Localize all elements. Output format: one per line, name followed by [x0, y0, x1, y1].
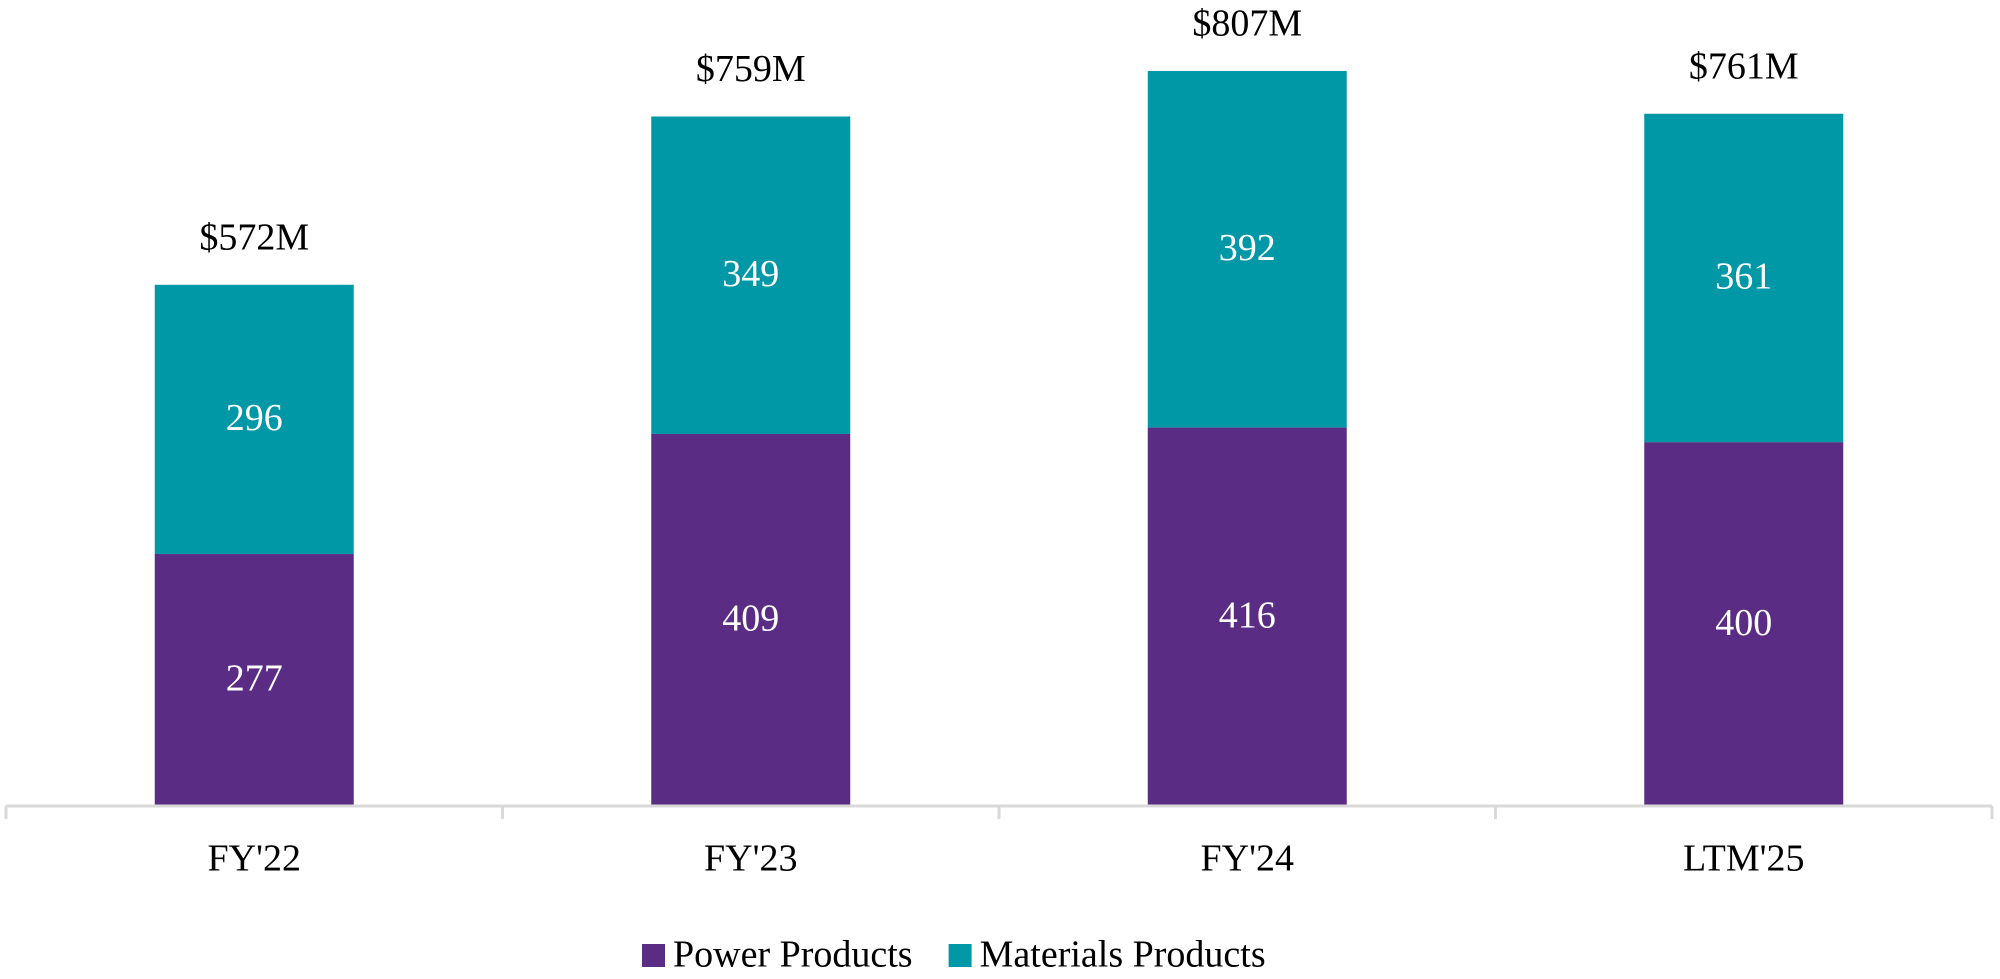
bar-segment	[154, 284, 354, 555]
segment-label: 277	[226, 658, 283, 700]
segment-label: 296	[226, 397, 283, 439]
bar-segment	[1644, 442, 1844, 806]
segment-label: 416	[1219, 595, 1276, 637]
x-tick-label: LTM'25	[1683, 838, 1805, 880]
segment-label: 409	[722, 598, 779, 640]
x-tick-label: FY'22	[208, 838, 301, 880]
total-label: $761M	[1689, 45, 1799, 87]
bar-segment	[1147, 427, 1347, 806]
legend-swatch	[948, 944, 972, 967]
x-tick-label: FY'23	[704, 838, 797, 880]
bar-segment	[1644, 113, 1844, 443]
segment-label: 392	[1219, 227, 1276, 269]
x-tick-label: FY'24	[1201, 838, 1294, 880]
bar-segment	[154, 554, 354, 806]
legend-swatch	[642, 944, 665, 967]
total-label: $759M	[696, 48, 806, 90]
bar-segment	[651, 116, 851, 434]
segment-label: 361	[1715, 256, 1772, 298]
segment-label: 400	[1715, 602, 1772, 644]
total-label: $572M	[199, 216, 309, 258]
total-label: $807M	[1192, 3, 1302, 45]
bar-segment	[1147, 71, 1347, 428]
bar-segment	[651, 433, 851, 806]
legend-label: Materials Products	[980, 934, 1266, 976]
segment-label: 349	[722, 253, 779, 295]
legend-label: Power Products	[673, 934, 913, 976]
